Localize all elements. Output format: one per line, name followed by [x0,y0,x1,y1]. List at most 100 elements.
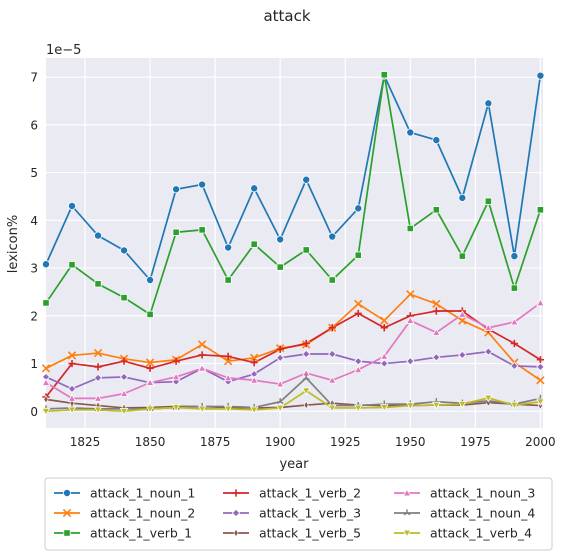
data-point-attack_1_noun_1 [42,260,51,269]
legend-marker-attack_1_verb_1 [63,529,71,537]
data-point-attack_1_verb_4 [406,402,415,410]
data-point-attack_1_verb_3 [354,356,363,366]
data-point-attack_1_noun_3 [249,375,259,384]
data-point-attack_1_verb_2 [224,352,232,360]
data-point-attack_1_noun_2 [250,353,259,362]
data-point-attack_1_verb_4 [353,404,363,413]
data-point-attack_1_verb_4 [171,404,181,412]
data-point-attack_1_noun_3 [275,379,285,388]
data-point-attack_1_verb_1 [484,197,492,205]
data-point-attack_1_verb_4 [536,398,545,407]
y-tick-label: 0 [30,405,38,419]
data-point-attack_1_verb_3 [484,347,493,356]
y-scale-label: 1e−5 [46,43,81,58]
series-line-attack_1_verb_4 [45,389,541,413]
data-point-attack_1_verb_2 [146,364,154,372]
data-point-attack_1_verb_1 [432,206,440,214]
data-point-attack_1_verb_4 [275,404,285,413]
data-point-attack_1_verb_2 [276,345,284,353]
series-line-attack_1_noun_4 [45,377,541,410]
data-point-attack_1_verb_5 [43,395,49,404]
legend-marker-attack_1_noun_2 [62,508,72,518]
data-point-attack_1_verb_1 [68,261,76,269]
chart-title: attack [263,7,310,25]
data-point-attack_1_noun_3 [171,372,181,381]
data-point-attack_1_verb_1 [94,280,102,288]
data-point-attack_1_noun_4 [302,374,310,381]
data-point-attack_1_verb_4 [432,401,441,410]
data-point-attack_1_noun_1 [536,71,545,80]
x-tick-label: 1900 [265,435,296,449]
data-point-attack_1_verb_2 [432,307,440,315]
plot-area [46,58,543,428]
legend-marker-attack_1_noun_3 [402,488,412,497]
legend-label: attack_1_noun_1 [90,486,195,501]
data-point-attack_1_noun_1 [484,99,493,108]
data-point-attack_1_noun_4 [276,398,284,405]
data-point-attack_1_verb_3 [276,353,285,362]
data-point-attack_1_noun_3 [327,375,337,384]
data-point-attack_1_noun_1 [172,185,181,194]
data-point-attack_1_noun_3 [406,316,415,324]
data-point-attack_1_verb_3 [510,361,519,371]
data-point-attack_1_noun_3 [145,378,155,386]
data-point-attack_1_verb_4 [484,394,493,403]
data-point-attack_1_verb_1 [510,284,518,292]
data-point-attack_1_noun_2 [223,356,233,366]
data-point-attack_1_verb_2 [328,324,336,332]
data-point-attack_1_noun_1 [458,193,467,202]
data-point-attack_1_noun_2 [354,299,363,309]
data-point-attack_1_noun_3 [41,378,51,386]
data-point-attack_1_verb_2 [302,339,310,348]
data-point-attack_1_noun_3 [93,393,103,402]
x-tick-label: 1975 [460,435,491,449]
data-point-attack_1_verb_4 [249,406,259,415]
legend-marker-attack_1_verb_3 [231,508,241,518]
data-point-attack_1_noun_2 [197,340,207,349]
series-lines [45,73,542,413]
x-tick-label: 2000 [525,435,556,449]
x-tick-label: 1850 [135,435,166,449]
data-point-attack_1_verb_4 [41,408,51,416]
data-point-attack_1_verb_2 [536,356,544,364]
data-point-attack_1_verb_1 [380,71,388,79]
data-point-attack_1_verb_3 [67,384,77,394]
series-line-attack_1_noun_1 [45,74,542,281]
x-tick-label: 1950 [395,435,426,449]
data-point-attack_1_verb_4 [223,405,233,414]
data-point-attack_1_noun_2 [406,290,415,299]
data-point-attack_1_noun_2 [380,316,389,325]
data-point-attack_1_noun_2 [41,364,51,373]
data-point-attack_1_verb_3 [536,362,545,372]
y-tick-label: 1 [30,357,38,371]
data-point-attack_1_noun_3 [197,363,207,372]
data-point-attack_1_noun_1 [120,246,129,255]
data-point-attack_1_verb_1 [328,276,336,284]
data-point-attack_1_verb_4 [301,387,311,396]
data-point-attack_1_noun_2 [432,299,441,309]
data-point-attack_1_verb_2 [250,358,258,367]
data-point-attack_1_verb_1 [120,294,128,302]
data-point-attack_1_verb_2 [198,351,206,359]
x-axis-label: year [279,457,309,472]
data-point-attack_1_noun_1 [276,235,285,244]
y-tick-label: 3 [30,262,38,276]
data-point-attack_1_verb_1 [146,310,154,318]
data-point-attack_1_noun_1 [354,204,363,213]
data-point-attack_1_noun_3 [353,365,363,374]
data-point-attack_1_noun_1 [94,231,103,240]
data-point-attack_1_verb_4 [327,404,337,413]
data-point-attack_1_noun_3 [67,393,77,402]
data-point-attack_1_verb_1 [536,206,544,214]
data-point-attack_1_verb_4 [93,406,103,415]
data-point-attack_1_verb_1 [406,224,414,233]
x-tick-label: 1825 [70,435,101,449]
data-point-attack_1_verb_5 [303,400,309,410]
data-point-attack_1_verb_1 [276,263,284,271]
data-point-attack_1_verb_3 [406,356,415,366]
legend-label: attack_1_verb_1 [90,526,192,541]
x-tick-label: 1875 [200,435,231,449]
legend-label: attack_1_verb_3 [259,506,361,521]
data-point-attack_1_verb_4 [458,400,467,409]
y-tick-label: 5 [30,166,38,180]
